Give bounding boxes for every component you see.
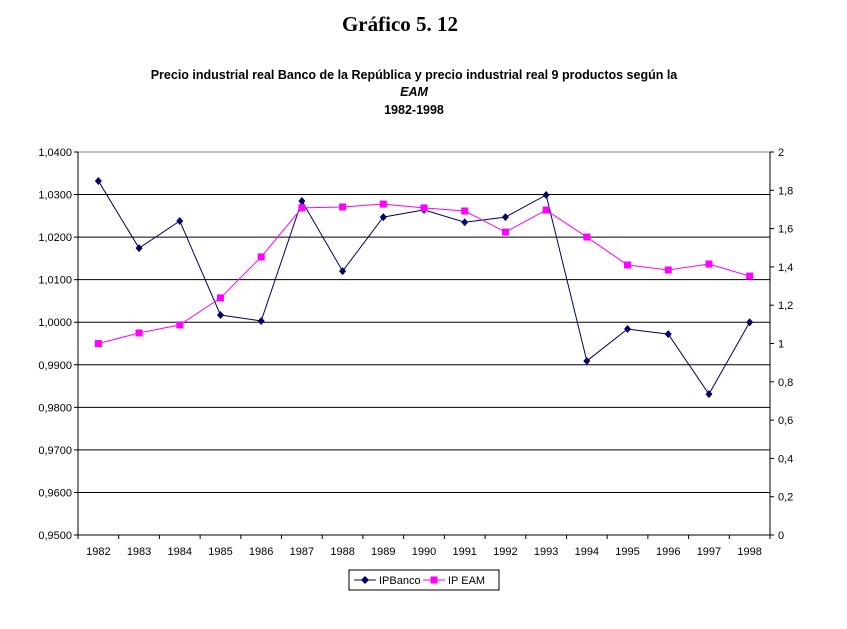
ipeam-point xyxy=(664,266,672,274)
ipbanco-point xyxy=(705,390,713,399)
ipeam-point xyxy=(135,329,143,337)
y-right-tick-label: 0 xyxy=(778,530,784,542)
ipbanco-point xyxy=(257,316,265,325)
x-tick-label: 1998 xyxy=(737,546,761,558)
ipbanco-point xyxy=(339,267,347,276)
ipbanco-point xyxy=(94,176,102,185)
ipeam-point xyxy=(705,260,713,268)
legend: IPBanco IP EAM xyxy=(348,569,500,591)
ipbanco-point xyxy=(135,244,143,253)
legend-label-ipbanco: IPBanco xyxy=(379,575,421,587)
ipeam-point xyxy=(461,207,469,215)
ipbanco-point xyxy=(216,310,224,319)
ipbanco-point xyxy=(379,213,387,222)
ipeam-point xyxy=(379,200,387,208)
ipeam-point xyxy=(339,203,347,211)
ipbanco-point xyxy=(298,196,306,205)
ipbanco-point xyxy=(542,190,550,199)
y-left-tick-label: 1,0200 xyxy=(38,232,72,244)
y-left-tick-label: 1,0300 xyxy=(38,190,72,202)
y-right-tick-label: 0,4 xyxy=(778,453,793,465)
y-left-tick-label: 0,9900 xyxy=(38,360,72,372)
x-tick-label: 1994 xyxy=(575,546,599,558)
y-right-tick-label: 1,4 xyxy=(778,262,793,274)
x-tick-label: 1984 xyxy=(168,546,192,558)
chart-title: Gráfico 5. 12 xyxy=(342,12,458,36)
y-right-tick-label: 0,2 xyxy=(778,492,793,504)
x-tick-label: 1988 xyxy=(330,546,354,558)
ipbanco-point xyxy=(501,213,509,222)
ipbanco-point xyxy=(624,325,632,334)
x-tick-label: 1982 xyxy=(86,546,110,558)
y-left-tick-label: 1,0100 xyxy=(38,275,72,287)
chart-subtitle-3: 1982-1998 xyxy=(384,103,444,117)
ipbanco-point xyxy=(583,356,591,365)
x-tick-label: 1991 xyxy=(452,546,476,558)
ipeam-point xyxy=(542,206,550,214)
x-tick-label: 1986 xyxy=(249,546,273,558)
x-tick-label: 1989 xyxy=(371,546,395,558)
chart-subtitle-1: Precio industrial real Banco de la Repúb… xyxy=(151,68,679,82)
ipbanco-point xyxy=(664,330,672,339)
x-tick-label: 1983 xyxy=(127,546,151,558)
x-tick-label: 1996 xyxy=(656,546,680,558)
legend-marker-ipeam xyxy=(430,576,438,584)
legend-marker-ipbanco xyxy=(361,576,369,584)
legend-label-ipeam: IP EAM xyxy=(448,575,485,587)
x-tick-label: 1992 xyxy=(493,546,517,558)
ipeam-point xyxy=(746,272,754,280)
y-right-tick-label: 0,6 xyxy=(778,415,793,427)
ipeam-point xyxy=(298,204,306,212)
y-right-tick-label: 1,2 xyxy=(778,300,793,312)
ipeam-point xyxy=(501,228,509,236)
ipbanco-point xyxy=(746,318,754,327)
y-right-tick-label: 2 xyxy=(778,147,784,159)
y-left-tick-label: 0,9600 xyxy=(38,487,72,499)
x-tick-label: 1985 xyxy=(208,546,232,558)
y-left-tick-label: 1,0400 xyxy=(38,147,72,159)
ipeam-point xyxy=(94,340,102,347)
ipbanco-point xyxy=(461,218,469,227)
ipeam-point xyxy=(420,204,428,212)
x-tick-label: 1993 xyxy=(534,546,558,558)
y-left-tick-label: 1,0000 xyxy=(38,317,72,329)
y-left-tick-label: 0,9500 xyxy=(38,530,72,542)
x-tick-label: 1995 xyxy=(615,546,639,558)
y-right-tick-label: 0,8 xyxy=(778,377,793,389)
y-right-tick-label: 1,6 xyxy=(778,224,793,236)
ipbanco-point xyxy=(176,216,184,225)
chart-subtitle-2: EAM xyxy=(400,85,428,99)
x-tick-label: 1990 xyxy=(412,546,436,558)
ipeam-point xyxy=(257,253,265,261)
ipeam-point xyxy=(176,321,184,329)
y-left-tick-label: 0,9700 xyxy=(38,445,72,457)
ipeam-point xyxy=(624,261,632,269)
ipeam-point xyxy=(216,294,224,302)
y-left-tick-label: 0,9800 xyxy=(38,402,72,414)
x-tick-label: 1987 xyxy=(290,546,314,558)
ipeam-point xyxy=(583,233,591,241)
y-right-tick-label: 1 xyxy=(778,339,784,351)
y-right-tick-label: 1,8 xyxy=(778,185,793,197)
x-tick-label: 1997 xyxy=(697,546,721,558)
